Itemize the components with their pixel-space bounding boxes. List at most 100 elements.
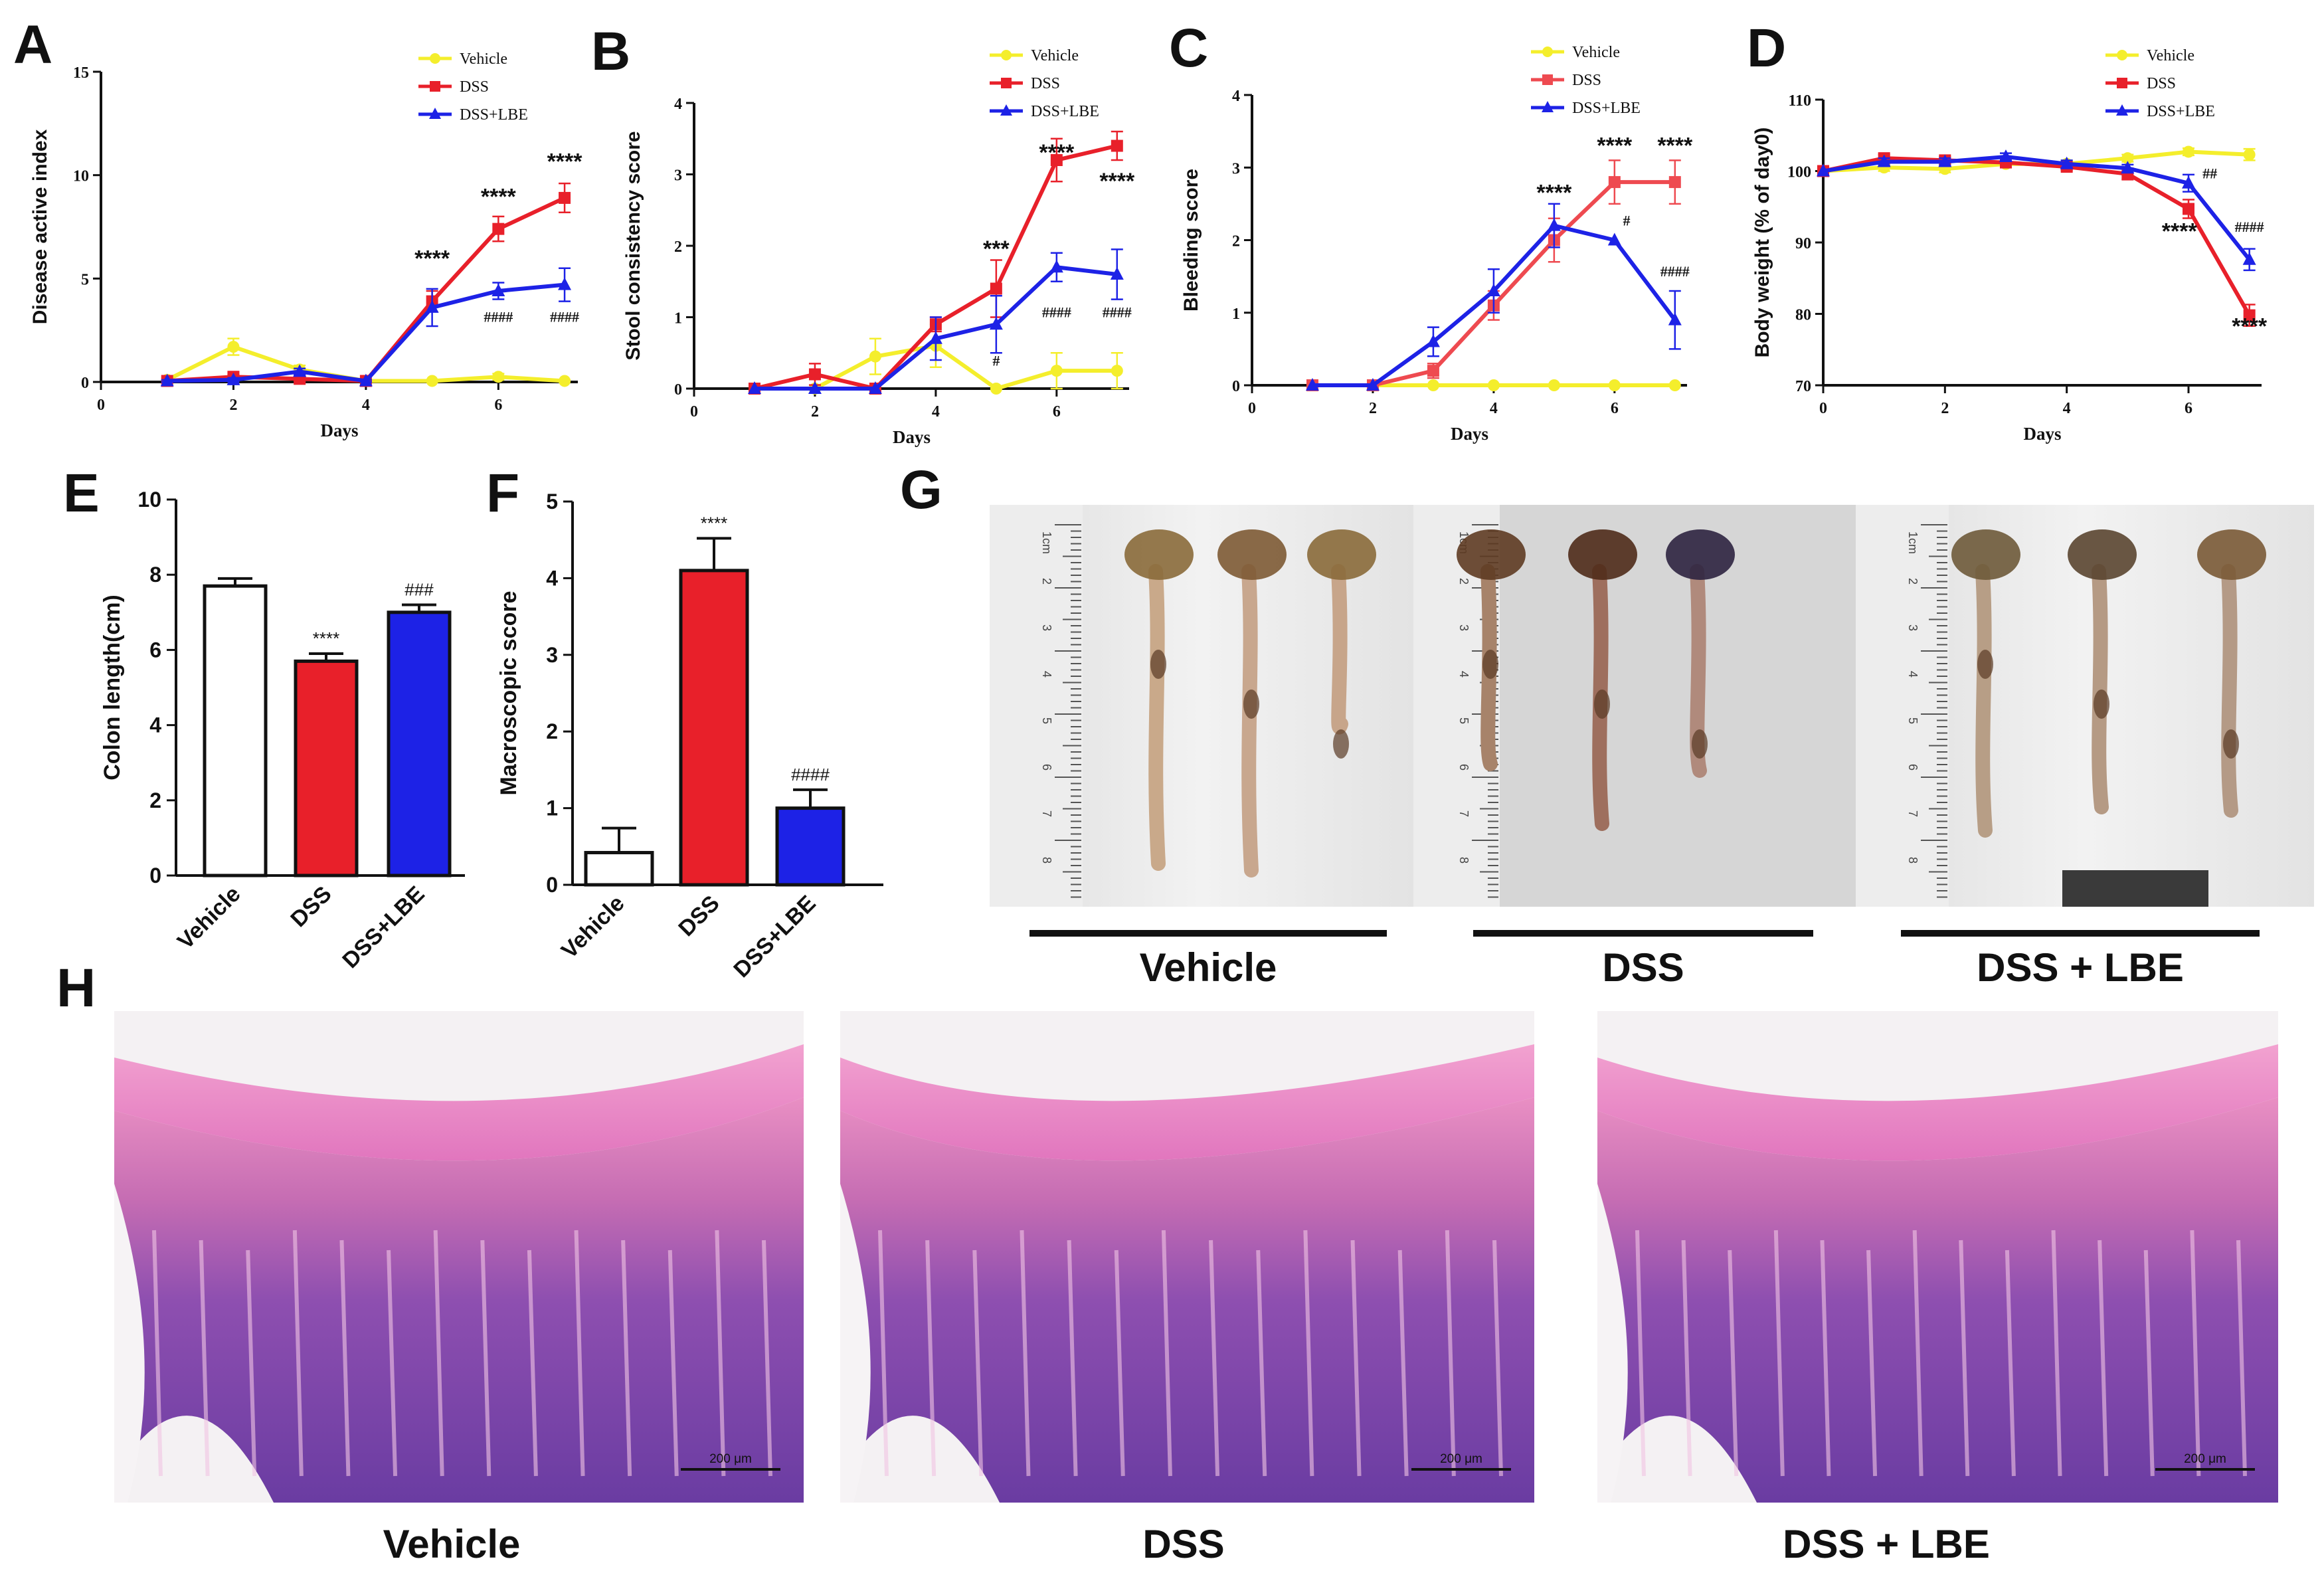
y-tick-label: 110 — [1788, 92, 1811, 110]
data-point — [1305, 378, 1319, 391]
fecal-pellet — [1150, 650, 1166, 679]
legend-label: DSS+LBE — [2147, 103, 2215, 120]
colon-specimen — [1457, 529, 1526, 771]
panel-label-c: C — [1169, 18, 1208, 78]
ruler-number: 5 — [1457, 717, 1471, 724]
x-tick-label: 2 — [1369, 400, 1377, 417]
legend-label: DSS+LBE — [460, 106, 528, 124]
muscle-layer — [840, 1044, 1534, 1161]
group-bar-vehicle: Vehicle — [1029, 930, 1387, 990]
data-point — [2243, 148, 2256, 161]
y-tick-label: 5 — [81, 271, 89, 288]
x-tick-label: 4 — [932, 403, 940, 420]
ruler-number: 1cm — [1040, 531, 1053, 554]
y-axis-label: Colon length(cm) — [100, 595, 125, 781]
legend-marker — [2116, 104, 2128, 116]
fecal-pellet — [1692, 729, 1708, 759]
ruler-number: 5 — [1040, 717, 1053, 724]
histo-label-vehicle: Vehicle — [383, 1522, 521, 1566]
y-tick-label: 15 — [73, 64, 89, 82]
y-tick-label: 100 — [1787, 164, 1811, 181]
bar-vehicle — [203, 584, 268, 878]
data-point — [990, 383, 1002, 395]
crypt — [1728, 1249, 1739, 1477]
ruler-number: 7 — [1457, 810, 1471, 817]
panel-label-e: E — [63, 463, 100, 523]
crypt — [925, 1240, 937, 1477]
x-tick-label: 2 — [811, 403, 819, 420]
colon-tube — [1975, 564, 1993, 838]
group-label-vehicle: Vehicle — [1140, 945, 1277, 990]
y-tick-label: 1 — [1232, 306, 1240, 323]
cecum — [1217, 529, 1287, 580]
legend-label: Vehicle — [2147, 47, 2194, 64]
data-point — [1999, 149, 2012, 162]
y-tick-label: 10 — [137, 488, 161, 511]
crypt — [668, 1249, 679, 1477]
crypt — [1256, 1249, 1267, 1477]
series-dss — [161, 182, 571, 387]
ruler: 1cm 2 3 4 5 6 7 8 — [990, 505, 1083, 907]
colon-tube — [1148, 564, 1166, 871]
colon-tube — [2092, 564, 2109, 814]
data-point — [2183, 203, 2194, 215]
colon-specimen — [1217, 529, 1287, 878]
panel-label-d: D — [1747, 18, 1786, 78]
group-bar-dss: DSS — [1473, 930, 1813, 990]
x-axis-label: Days — [2023, 424, 2061, 444]
significance-mark: **** — [414, 246, 450, 272]
x-axis-label: Days — [1451, 424, 1488, 444]
crypt — [1773, 1230, 1785, 1477]
crypt — [2143, 1249, 2155, 1477]
data-point — [1426, 334, 1440, 347]
x-tick-label: DSS — [673, 891, 724, 941]
x-axis-label: Days — [320, 420, 358, 440]
data-point — [747, 381, 761, 394]
bar-dss — [679, 569, 749, 887]
crypt — [2051, 1230, 2062, 1477]
ruler-number: 3 — [1457, 624, 1471, 631]
legend-label: Vehicle — [1031, 47, 1079, 64]
y-axis-label: Stool consistency score — [622, 131, 644, 360]
legend-label: DSS+LBE — [1572, 100, 1641, 117]
data-point — [868, 381, 882, 394]
bar-dss-lbe — [387, 610, 452, 878]
data-point — [2060, 156, 2074, 169]
y-tick-label: 0 — [149, 864, 161, 887]
data-point — [1607, 232, 1621, 246]
legend-marker — [2117, 50, 2127, 60]
ruler-body — [990, 505, 1083, 907]
significance-mark: #### — [1660, 263, 1690, 280]
histology-image: 200 μm — [114, 1011, 804, 1503]
y-axis-label: Bleeding score — [1180, 169, 1202, 312]
fecal-pellet — [1977, 650, 1993, 679]
ruler-number: 2 — [1906, 578, 1920, 585]
x-tick-label: 2 — [229, 397, 237, 414]
legend: Vehicle DSS DSS+LBE — [418, 50, 528, 124]
series-dss-lbe — [1305, 203, 1682, 391]
data-point — [492, 371, 505, 383]
series-dss-lbe — [160, 267, 572, 387]
crypt — [1912, 1230, 1923, 1477]
significance-mark: **** — [2162, 219, 2198, 244]
data-point — [1110, 267, 1124, 280]
y-tick-label: 0 — [1232, 378, 1240, 395]
legend-label: DSS — [460, 78, 489, 96]
crypt — [292, 1230, 304, 1477]
y-tick-label: 2 — [546, 719, 558, 743]
scale-bar-label: 200 μm — [2184, 1452, 2226, 1466]
data-point — [2243, 309, 2256, 322]
x-tick-label: 6 — [494, 397, 502, 414]
crypt — [574, 1230, 585, 1477]
data-point — [492, 223, 505, 235]
lumen — [114, 1184, 145, 1503]
crypt — [339, 1240, 351, 1477]
ruler-number: 4 — [1040, 671, 1053, 678]
significance-mark: #### — [550, 309, 579, 325]
y-tick-label: 1 — [674, 310, 682, 327]
crypt — [199, 1240, 210, 1477]
data-point — [1817, 163, 1830, 177]
crypt — [715, 1230, 726, 1477]
fecal-pellet — [1333, 729, 1349, 759]
